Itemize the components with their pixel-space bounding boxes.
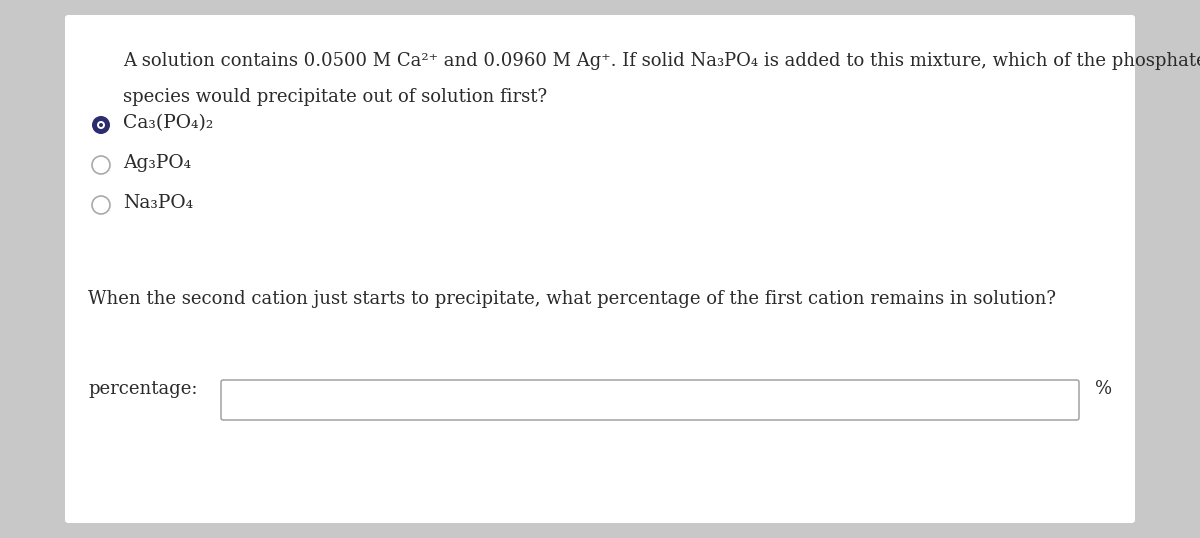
FancyBboxPatch shape: [221, 380, 1079, 420]
Text: species would precipitate out of solution first?: species would precipitate out of solutio…: [124, 88, 547, 106]
Text: Ag₃PO₄: Ag₃PO₄: [124, 154, 191, 172]
Text: percentage:: percentage:: [88, 380, 198, 398]
Circle shape: [92, 116, 110, 134]
Text: Ca₃(PO₄)₂: Ca₃(PO₄)₂: [124, 114, 214, 132]
Circle shape: [92, 196, 110, 214]
FancyBboxPatch shape: [65, 15, 1135, 523]
Circle shape: [92, 156, 110, 174]
Circle shape: [97, 121, 106, 129]
Text: A solution contains 0.0500 M Ca²⁺ and 0.0960 M Ag⁺. If solid Na₃PO₄ is added to : A solution contains 0.0500 M Ca²⁺ and 0.…: [124, 52, 1200, 70]
Text: Na₃PO₄: Na₃PO₄: [124, 194, 193, 212]
Text: %: %: [1096, 380, 1112, 398]
Circle shape: [98, 123, 103, 127]
Text: When the second cation just starts to precipitate, what percentage of the first : When the second cation just starts to pr…: [88, 290, 1056, 308]
